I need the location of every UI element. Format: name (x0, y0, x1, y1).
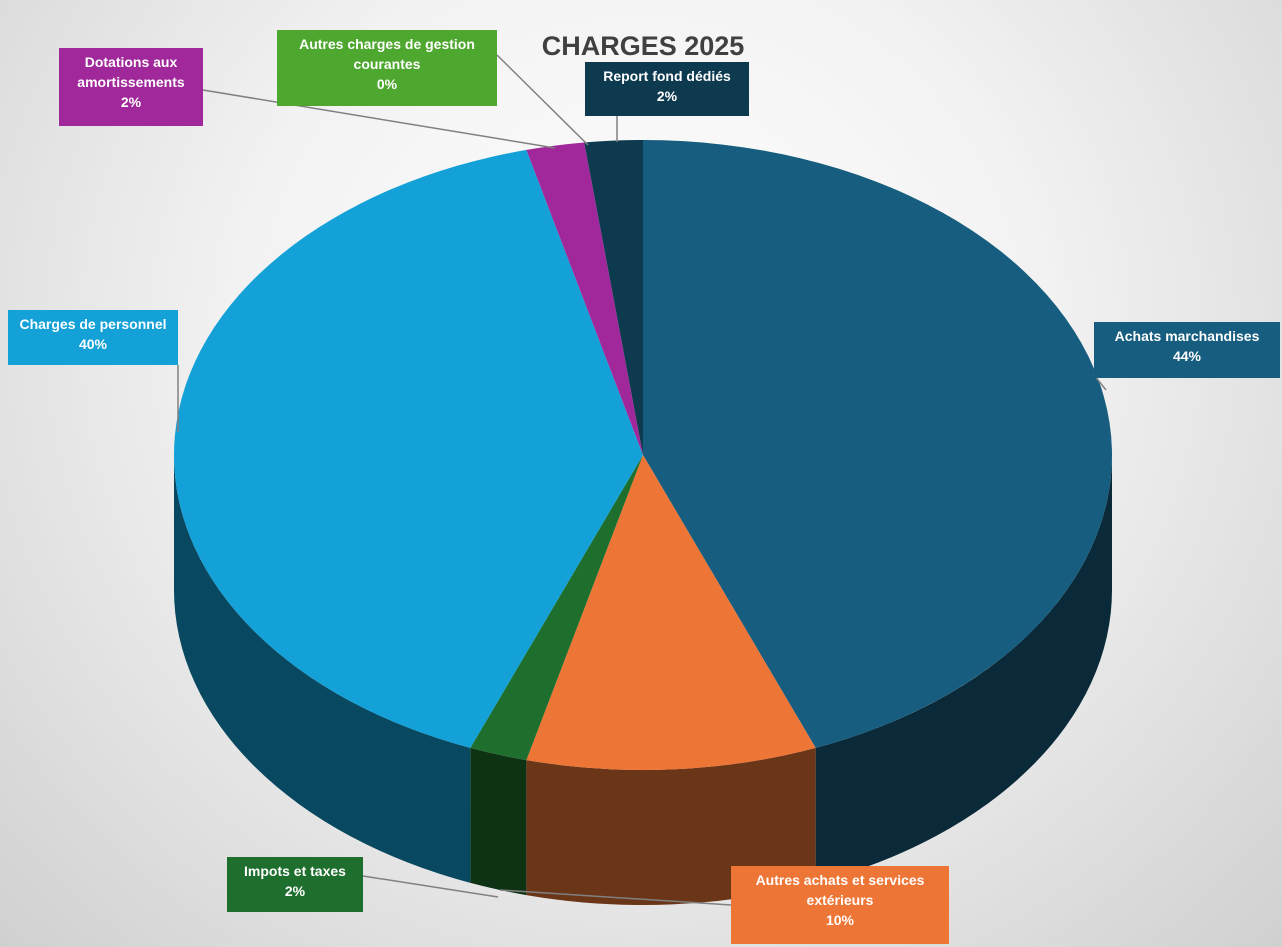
category-label: Charges de personnel (19, 316, 167, 332)
value-label: 44% (1172, 348, 1202, 364)
data-label: Report fond dédiés 2% (585, 62, 749, 116)
value-label: 2% (120, 94, 142, 110)
value-label: 40% (78, 336, 108, 352)
data-label: Autres achats et services extérieurs 10% (731, 866, 949, 944)
leader-line (496, 54, 589, 146)
slice (643, 140, 1113, 748)
slice (584, 140, 643, 455)
data-label: Impots et taxes 2% (227, 857, 363, 912)
slice (470, 455, 643, 761)
value-label: 10% (825, 912, 855, 928)
data-label: Autres charges de gestion courantes 0% (277, 30, 497, 106)
data-label: Charges de personnel 40% (8, 310, 178, 365)
slice-side (526, 747, 816, 905)
slice-side (815, 455, 1112, 883)
data-label: Achats marchandises 44% (1094, 322, 1280, 378)
slice (526, 142, 643, 455)
leader-line (202, 89, 556, 149)
slice (174, 149, 643, 748)
category-label: Achats marchandises (1114, 328, 1260, 344)
value-label: 0% (376, 76, 398, 92)
category-label: Autres achats et services extérieurs (755, 872, 925, 908)
category-label: Dotations aux amortissements (77, 54, 185, 90)
category-label: Report fond dédiés (603, 68, 731, 84)
category-label: Impots et taxes (244, 863, 346, 879)
leader-line (362, 875, 499, 898)
data-label: Dotations aux amortissements 2% (59, 48, 203, 126)
value-label: 2% (284, 883, 306, 899)
category-label: Autres charges de gestion courantes (299, 36, 475, 72)
leader-line (499, 889, 732, 906)
slice-side (470, 747, 527, 896)
value-label: 2% (656, 88, 678, 104)
slice (526, 455, 816, 770)
chart-title: CHARGES 2025 (542, 31, 745, 61)
slice-side (174, 455, 471, 883)
